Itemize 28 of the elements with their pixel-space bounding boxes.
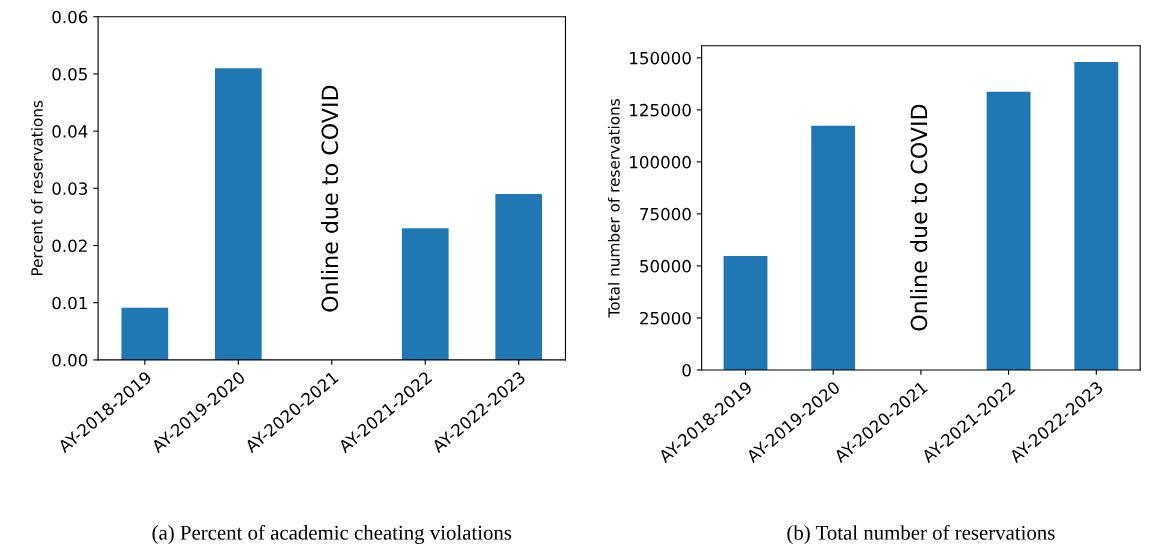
text: (a) Percent of academic cheating violations [152,524,512,545]
bar [986,91,1031,370]
bar [811,125,856,370]
annotation: Online due to COVID [321,85,339,312]
bar [401,228,449,360]
text: (b) Total number of reservations [787,524,1055,545]
bar [1074,61,1119,370]
bar [214,68,262,360]
y-tick-label: 0.05 [52,67,87,81]
y-tick-label: 0.03 [52,182,88,195]
y-tick-label: 125000 [630,103,691,117]
bar [723,255,768,370]
y-tick-label: 0.06 [52,10,88,24]
y-tick-label: 25000 [640,311,691,325]
y-tick-label: 0.02 [52,239,87,253]
y-tick-label: 50000 [640,259,691,273]
y-tick-label: 0.00 [52,353,88,367]
y-tick-label: 75000 [640,207,691,221]
annotation: Online due to COVID [910,104,928,331]
y-tick-label: 0 [682,363,691,377]
y-tick-label: 0.04 [52,125,88,138]
bar [121,307,169,360]
y-tick-label: 100000 [630,155,691,169]
y-axis-title: Total number of reservations [607,99,620,318]
bar [495,194,543,360]
y-tick-label: 150000 [630,51,691,65]
y-tick-label: 0.01 [52,296,87,310]
y-axis-title: Percent of reservations [30,100,43,276]
